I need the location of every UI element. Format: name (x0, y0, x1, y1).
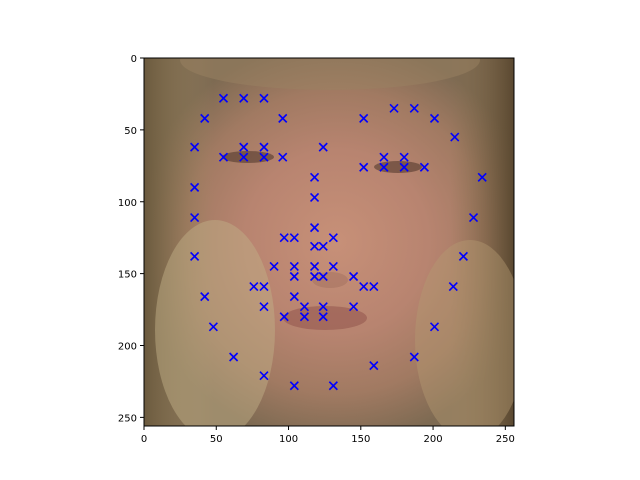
landmark-point (218, 93, 229, 103)
landmark-point (309, 192, 320, 203)
landmark-point (369, 361, 379, 371)
x-tick-label: 100 (279, 434, 298, 445)
landmark-point (309, 271, 320, 282)
y-tick-label: 250 (118, 413, 137, 424)
landmark-point (299, 302, 309, 312)
y-tick-label: 0 (131, 54, 137, 65)
landmark-point (269, 261, 279, 272)
landmark-point (259, 152, 269, 162)
landmark-point (259, 142, 269, 152)
landmark-point (309, 223, 320, 233)
landmark-point (429, 322, 440, 332)
landmark-point (379, 162, 389, 172)
landmark-point (279, 233, 289, 243)
landmark-point (299, 312, 309, 322)
landmark-point (468, 212, 479, 223)
landmark-point (259, 302, 269, 312)
landmark-point (318, 302, 328, 312)
landmark-point (359, 113, 369, 123)
face-photo (144, 58, 514, 426)
landmark-point (448, 281, 458, 292)
landmark-point (409, 352, 419, 362)
y-axis: 0 50 100 150 200 250 (118, 54, 144, 424)
landmark-point (349, 302, 359, 312)
y-tick-label: 50 (124, 126, 137, 137)
x-tick-label: 0 (141, 434, 147, 445)
landmark-point (369, 281, 379, 292)
landmark-point (359, 162, 369, 172)
landmark-point (419, 162, 429, 172)
landmark-point (289, 233, 299, 243)
landmark-point (328, 261, 338, 272)
x-tick-label: 200 (424, 434, 443, 445)
landmark-point (190, 142, 200, 152)
x-tick-label: 250 (496, 434, 515, 445)
landmark-point (318, 142, 328, 152)
landmark-point (309, 261, 320, 272)
landmark-point (399, 152, 409, 162)
x-tick-label: 50 (210, 434, 223, 445)
landmark-point (318, 312, 328, 322)
plot-frame (143, 57, 515, 427)
landmark-point (477, 172, 487, 182)
landmark-point (218, 152, 229, 162)
landmark-point (279, 312, 289, 322)
landmark-point (328, 233, 338, 243)
landmark-point (318, 241, 328, 251)
landmark-point (450, 132, 460, 142)
landmark-point (379, 152, 389, 162)
x-axis: 0 50 100 150 200 250 (141, 426, 515, 445)
landmark-point (190, 251, 200, 261)
landmark-point (249, 281, 259, 292)
landmark-point (349, 271, 359, 282)
landmark-point (229, 352, 239, 362)
landmark-point (309, 172, 320, 182)
landmark-point (200, 292, 210, 302)
landmark-point (389, 103, 399, 113)
landmark-point (239, 142, 249, 152)
landmark-point (200, 113, 210, 123)
landmark-point (289, 271, 299, 282)
landmark-point (278, 152, 288, 162)
landmark-point (239, 93, 249, 103)
landmark-point (259, 281, 269, 292)
landmark-point (259, 93, 269, 103)
landmark-point (309, 241, 320, 251)
landmark-point (429, 113, 440, 123)
landmark-point (239, 152, 249, 162)
x-tick-label: 150 (351, 434, 370, 445)
y-tick-label: 100 (118, 198, 137, 209)
landmark-point (190, 182, 200, 192)
landmark-point (289, 381, 299, 391)
landmark-point (409, 103, 419, 113)
landmark-point (208, 322, 218, 332)
landmark-point (328, 381, 338, 391)
landmark-point (399, 162, 409, 172)
y-tick-label: 150 (118, 270, 137, 281)
landmark-point (318, 271, 328, 282)
landmark-point (190, 212, 200, 223)
landmark-point (289, 292, 299, 302)
landmark-point (278, 113, 288, 123)
landmark-point (359, 281, 369, 292)
landmark-point (259, 371, 269, 381)
landmark-point (289, 261, 299, 272)
y-tick-label: 200 (118, 342, 137, 353)
landmark-markers (190, 93, 487, 391)
landmark-point (458, 251, 468, 261)
